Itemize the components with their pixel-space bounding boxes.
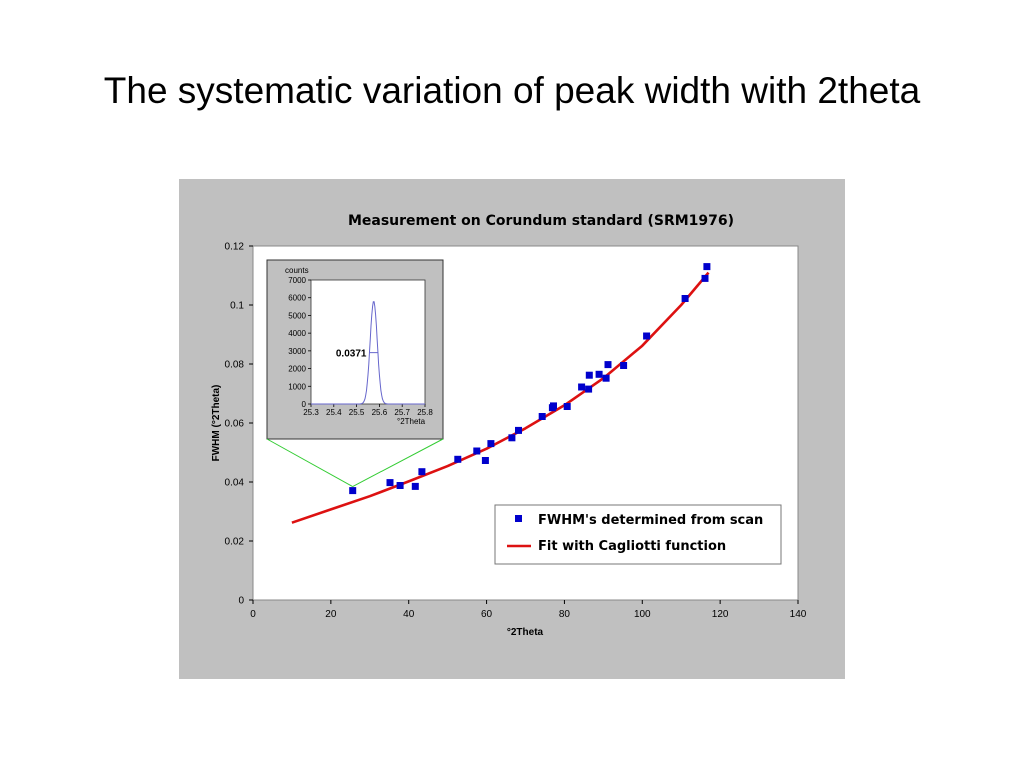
inset-y-tick-label: 2000 — [288, 365, 306, 374]
inset-y-tick-label: 1000 — [288, 382, 306, 391]
data-point — [701, 274, 709, 282]
inset-y-tick-label: 4000 — [288, 329, 306, 338]
data-point — [563, 403, 571, 410]
inset-x-axis-label: °2Theta — [397, 417, 426, 426]
y-tick-label: 0 — [238, 596, 244, 607]
data-point — [602, 374, 610, 382]
data-point — [703, 263, 711, 271]
data-point — [595, 370, 603, 378]
data-point — [418, 468, 426, 476]
data-point — [538, 413, 546, 420]
x-tick-label: 60 — [481, 609, 493, 620]
data-point — [515, 426, 522, 434]
main-plot-layer: 0 20 40 60 80 100 120 140 0 0.02 0.04 0.06 0.08 0.1 0.… — [225, 242, 807, 621]
data-point — [578, 383, 586, 391]
chart-panel: Measurement on Corundum standard (SRM197… — [179, 179, 845, 679]
inset-y-axis-label: counts — [285, 266, 309, 275]
x-tick-label: 40 — [403, 609, 415, 620]
y-tick-label: 0.08 — [225, 360, 245, 371]
data-point — [481, 457, 489, 464]
chart-title: Measurement on Corundum standard (SRM197… — [348, 213, 734, 229]
data-point — [643, 332, 651, 340]
inset-connector-left — [266, 438, 353, 487]
inset-x-tick-label: 25.4 — [326, 408, 342, 417]
x-tick-label: 120 — [712, 609, 729, 620]
inset-peak-curve — [311, 301, 425, 405]
x-tick-label: 0 — [250, 609, 256, 620]
y-tick-label: 0.04 — [225, 478, 245, 489]
data-point — [454, 455, 462, 463]
inset-connector-right — [352, 438, 444, 487]
data-point — [349, 487, 357, 495]
inset-fwhm-annotation: 0.0371 — [336, 349, 367, 360]
inset-chart: 25.3 25.4 25.5 25.6 25.7 25.8 0 1000 2000 3000 400… — [266, 259, 444, 487]
legend-label-fit: Fit with Cagliotti function — [538, 539, 726, 554]
data-point — [411, 482, 419, 490]
slide-title: The systematic variation of peak width w… — [103, 70, 921, 111]
x-tick-label: 80 — [559, 609, 571, 620]
inset-plot-area — [310, 279, 426, 405]
inset-x-tick-label: 25.5 — [349, 408, 365, 417]
inset-y-tick-label: 6000 — [288, 294, 306, 303]
x-tick-label: 20 — [325, 609, 337, 620]
y-tick-label: 0.12 — [225, 242, 245, 253]
data-point — [386, 479, 394, 487]
data-point — [585, 371, 593, 379]
y-tick-label: 0.1 — [230, 301, 244, 312]
inset-y-tick-label: 3000 — [288, 347, 306, 356]
y-tick-label: 0.06 — [225, 419, 245, 430]
data-point — [585, 385, 593, 393]
inset-y-tick-label: 0 — [302, 400, 307, 409]
data-point — [681, 295, 689, 302]
legend-box — [494, 504, 782, 565]
inset-x-tick-label: 25.6 — [372, 408, 388, 417]
x-axis-label: °2Theta — [507, 627, 544, 638]
legend: FWHM's determined from scan Fit with Cagl… — [494, 504, 782, 565]
data-point — [604, 361, 612, 369]
legend-point-marker — [515, 515, 522, 522]
legend-label-points: FWHM's determined from scan — [538, 513, 763, 528]
data-point — [473, 447, 481, 455]
data-point — [487, 440, 495, 448]
y-tick-label: 0.02 — [225, 537, 245, 548]
inset-x-tick-label: 25.8 — [417, 408, 433, 417]
y-axis-label: FWHM (°2Theta) — [211, 385, 222, 462]
data-point — [620, 362, 628, 369]
data-point — [550, 402, 557, 410]
inset-y-tick-label: 7000 — [288, 276, 306, 285]
inset-y-tick-label: 5000 — [288, 311, 306, 320]
x-tick-label: 100 — [634, 609, 651, 620]
data-point — [508, 434, 516, 442]
data-point — [396, 482, 404, 489]
chart-svg: Measurement on Corundum standard (SRM197… — [211, 213, 807, 638]
x-tick-label: 140 — [790, 609, 807, 620]
inset-x-tick-label: 25.3 — [303, 408, 319, 417]
inset-x-tick-label: 25.7 — [394, 408, 410, 417]
